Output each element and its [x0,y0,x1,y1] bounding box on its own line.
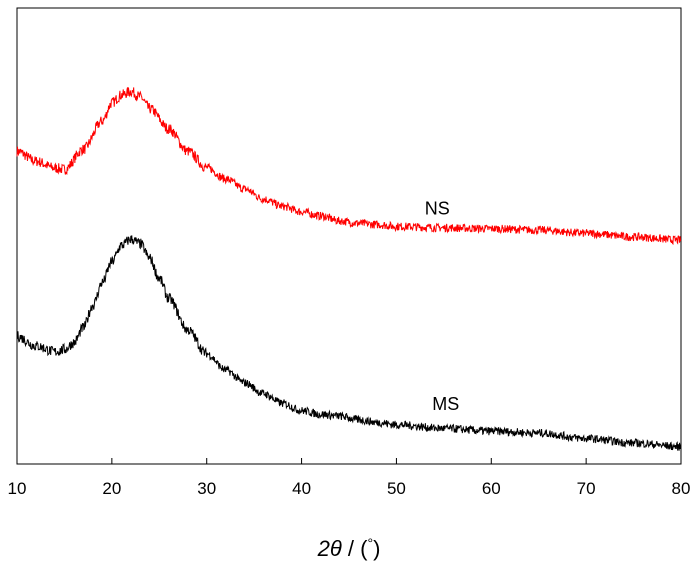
x-tick-label: 60 [482,479,501,498]
x-tick-label: 10 [8,479,27,498]
x-tick-label: 50 [387,479,406,498]
x-tick-label: 40 [292,479,311,498]
series-label-ns: NS [425,199,450,219]
x-axis-title-separator: / ( [342,536,368,561]
x-tick-label: 30 [197,479,216,498]
series-lines [16,87,682,451]
series-line-ns [16,87,682,246]
series-line-ms [16,235,682,451]
x-axis-tick-labels: 10 20 30 40 50 60 70 80 [8,479,691,498]
plot-frame [16,7,682,465]
series-label-ms: MS [432,394,459,414]
x-axis-title-variable: 2θ [317,536,342,561]
series-labels: NS MS [425,199,460,415]
x-tick-label: 80 [672,479,691,498]
x-axis-title-unit: ° [367,535,373,551]
x-tick-label: 20 [102,479,121,498]
x-axis-title: 2θ / (°) [317,535,381,561]
x-axis-ticks [16,458,682,464]
x-axis-title-close: ) [373,536,380,561]
x-tick-label: 70 [577,479,596,498]
